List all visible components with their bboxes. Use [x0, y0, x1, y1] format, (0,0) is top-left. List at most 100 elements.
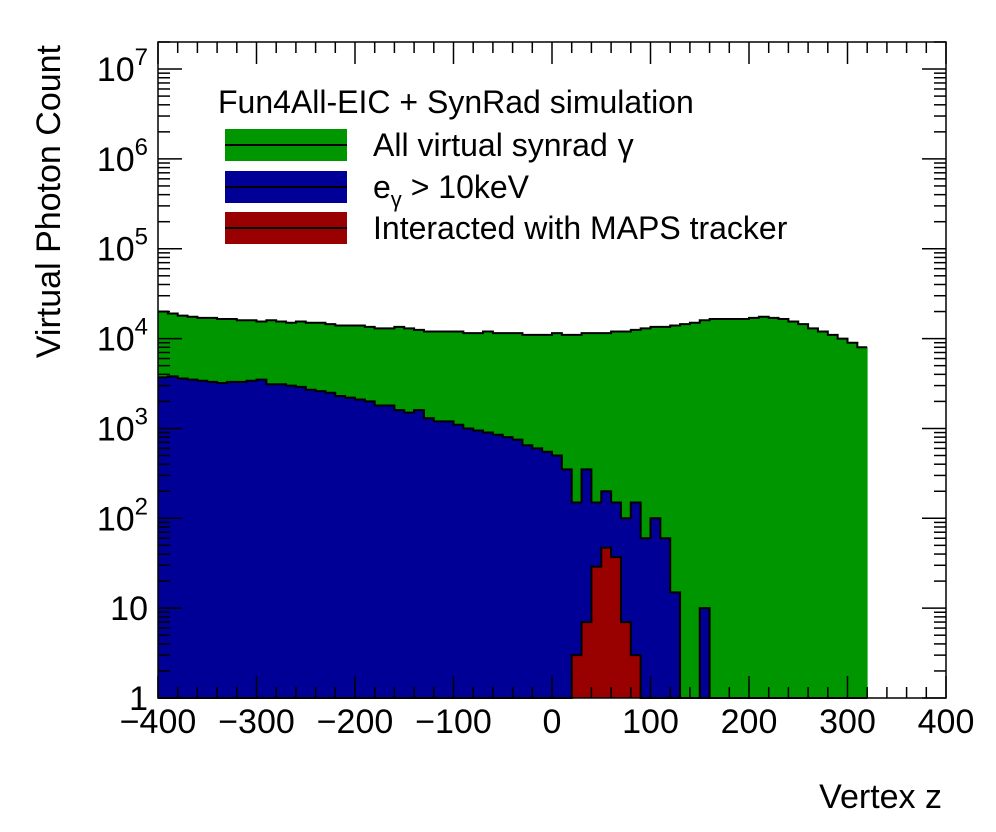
y-tick-label: 105	[97, 224, 148, 269]
bar	[788, 321, 799, 698]
bar	[699, 608, 710, 698]
bar	[630, 655, 642, 698]
bar	[187, 379, 198, 698]
histogram-fills	[158, 311, 868, 698]
bar	[817, 331, 829, 698]
bar	[581, 469, 592, 698]
bar	[295, 386, 307, 698]
bar	[660, 538, 671, 698]
bar	[256, 379, 267, 698]
bar	[670, 592, 681, 698]
bar	[532, 448, 543, 698]
x-tick-label: 100	[622, 703, 679, 741]
y-tick-label: 10	[110, 590, 148, 628]
bar	[315, 391, 326, 698]
legend: Fun4All-EIC + SynRad simulation All virt…	[218, 84, 788, 246]
legend-title: Fun4All-EIC + SynRad simulation	[218, 84, 694, 120]
legend-label: All virtual synrad γ	[373, 127, 634, 163]
y-tick-label: 1	[129, 680, 148, 718]
bar	[463, 428, 474, 698]
bar	[266, 384, 277, 698]
bar	[473, 430, 484, 698]
y-tick-label: 103	[97, 403, 148, 448]
y-tick-label: 106	[97, 134, 148, 179]
bar	[827, 334, 839, 698]
bar	[236, 381, 248, 698]
bar	[758, 316, 770, 698]
bar	[709, 319, 720, 698]
bar	[276, 384, 287, 698]
x-axis-ticks: −400 −300 −200 −100 0 100 200 300 400	[120, 42, 974, 741]
legend-label: Interacted with MAPS tracker	[373, 210, 788, 246]
bar	[670, 325, 681, 698]
y-tick-label: 102	[97, 493, 148, 538]
x-tick-label: −100	[415, 703, 492, 741]
x-tick-label: 300	[819, 703, 876, 741]
bar	[620, 518, 632, 698]
bar	[404, 412, 415, 698]
bar	[650, 326, 661, 698]
x-tick-label: −200	[317, 703, 394, 741]
bar	[217, 383, 228, 698]
x-tick-label: 0	[543, 703, 562, 741]
series-3	[571, 547, 642, 698]
bar	[837, 338, 848, 698]
bar	[502, 437, 513, 698]
bar	[680, 324, 691, 698]
x-tick-label: −300	[218, 703, 295, 741]
bar	[808, 328, 819, 698]
x-tick-label: −400	[120, 703, 197, 741]
bar	[384, 405, 395, 698]
bar	[226, 381, 238, 698]
bar	[571, 502, 582, 698]
bar	[414, 410, 425, 698]
bar	[167, 376, 179, 698]
bar	[197, 380, 208, 698]
bar	[591, 566, 602, 698]
bar	[620, 622, 632, 698]
bar	[739, 319, 750, 698]
bar	[512, 439, 523, 698]
bar	[364, 401, 376, 698]
legend-label: eγ > 10keV	[373, 169, 530, 212]
bar	[492, 434, 504, 698]
bar	[630, 502, 642, 698]
bar	[650, 518, 661, 698]
bar	[768, 317, 779, 698]
bar	[345, 397, 356, 698]
bar	[177, 378, 188, 698]
bar	[719, 319, 730, 698]
bar	[522, 445, 533, 698]
bar	[325, 392, 336, 698]
bar	[286, 385, 297, 698]
bar	[483, 432, 494, 698]
bar	[305, 389, 316, 698]
bar	[207, 381, 218, 698]
bar	[620, 331, 632, 698]
bar	[749, 317, 760, 698]
series-1-outline	[158, 310, 868, 349]
bar	[561, 469, 573, 698]
bar	[581, 622, 592, 698]
bar	[542, 451, 553, 698]
y-axis-label: Virtual Photon Count	[30, 44, 68, 358]
bar	[571, 655, 582, 698]
bar	[689, 322, 701, 698]
y-tick-label: 107	[97, 44, 148, 89]
x-axis-label: Vertex z	[819, 778, 942, 816]
bar	[660, 326, 671, 698]
bar	[699, 320, 710, 698]
bar	[611, 557, 622, 698]
bar	[778, 319, 789, 698]
bar	[453, 424, 464, 698]
bar	[640, 538, 651, 698]
bar	[640, 328, 651, 698]
bar	[394, 410, 405, 698]
bar	[443, 421, 454, 698]
bar	[552, 455, 563, 698]
bar	[857, 347, 868, 698]
bar	[601, 547, 612, 698]
bar	[355, 399, 366, 698]
bar	[374, 405, 385, 698]
